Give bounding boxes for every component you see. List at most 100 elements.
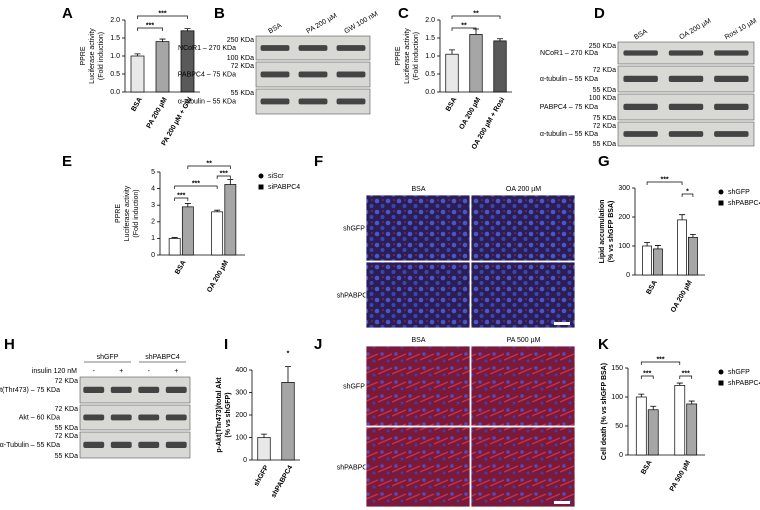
bar (469, 34, 483, 93)
column-label: OA 200 µM (506, 186, 541, 193)
blot-marker: 250 KDa (589, 43, 616, 50)
y-axis-label: Luciferase activity (404, 28, 411, 84)
y-tick-label: 0.5 (110, 71, 120, 78)
y-tick-label: 0 (619, 452, 623, 459)
blot-band (668, 50, 704, 56)
significance-bracket (174, 185, 218, 189)
blot-marker: 55 KDa (593, 141, 616, 148)
panel-letter: C (398, 5, 409, 22)
significance-label: *** (177, 192, 185, 199)
blot-band (668, 103, 704, 110)
lane-label: + (119, 368, 123, 375)
significance-bracket (640, 375, 654, 379)
legend-marker (718, 200, 724, 206)
bar (257, 437, 271, 461)
error-bar (159, 38, 166, 42)
error-bar (679, 214, 686, 220)
panel-letter: J (314, 336, 322, 353)
y-tick-label: 200 (235, 412, 247, 419)
x-tick-label: OA 200 µM (670, 279, 694, 314)
blot-marker: 55 KDa (55, 425, 78, 432)
y-tick-label: 5 (151, 169, 155, 176)
blot-band (623, 50, 658, 56)
blot-marker: 75 KDa (593, 115, 616, 122)
blot-band (110, 386, 132, 393)
error-bar (184, 203, 191, 207)
error-bar (134, 53, 141, 56)
scale-bar (554, 322, 570, 325)
lane-label: BSA (267, 22, 283, 35)
blot-band (110, 441, 132, 448)
y-tick-label: 300 (618, 185, 630, 192)
blot-band (336, 45, 366, 51)
x-tick-label: BSA (640, 459, 653, 475)
error-bar (214, 209, 221, 212)
error-bar (184, 28, 191, 31)
scale-bar (554, 501, 570, 504)
x-tick-label: BSA (445, 96, 458, 112)
y-axis-label: (Fold induction) (133, 189, 140, 237)
x-tick-label: BSA (174, 259, 187, 275)
blot-band (623, 103, 658, 110)
bar (493, 40, 507, 93)
blot-band (138, 441, 160, 448)
significance-label: ** (473, 10, 479, 17)
panel-letter: B (214, 5, 225, 22)
significance-bracket (681, 193, 694, 197)
significance-label: *** (220, 170, 228, 177)
significance-label: *** (660, 176, 668, 183)
significance-label: *** (656, 356, 664, 363)
x-tick-label: PA 200 µM (146, 96, 169, 129)
blot-band (623, 131, 658, 137)
x-tick-label: shPABPC4 (270, 464, 294, 499)
y-tick-label: 2.0 (425, 17, 435, 24)
y-tick-label: 0 (151, 252, 155, 259)
blot-band (138, 414, 160, 421)
error-bar (285, 366, 291, 383)
bar (224, 184, 237, 256)
blot-band (668, 75, 704, 82)
x-tick-label: PA 500 µM (669, 459, 692, 492)
blot-marker: 55 KDa (55, 453, 78, 460)
bar (168, 238, 181, 256)
blot-row-label: α-Tubulin – 55 KDa (0, 442, 60, 449)
blot-band (336, 98, 366, 105)
blot-marker: 72 KDa (55, 406, 78, 413)
blot-marker: 55 KDa (593, 87, 616, 94)
bar (647, 409, 659, 456)
y-tick-label: 50 (615, 423, 623, 430)
y-tick-label: 150 (611, 365, 623, 372)
bar (688, 236, 698, 276)
lane-label: - (93, 368, 96, 375)
significance-label: * (686, 188, 689, 195)
blot-band (83, 414, 105, 421)
legend-label: shGFP (728, 369, 750, 376)
legend-label: shGFP (728, 189, 750, 196)
significance-label: *** (158, 10, 166, 17)
bar (686, 403, 698, 456)
blot-row-label: α-tubulin – 55 KDa (540, 76, 598, 83)
y-tick-label: 1.5 (425, 35, 435, 42)
panel-letter: I (224, 336, 228, 353)
y-tick-label: 100 (611, 394, 623, 401)
blot-band (714, 50, 749, 56)
lane-label: GW 100 nM (343, 11, 379, 36)
error-bar (171, 237, 178, 239)
y-tick-label: 2.0 (110, 17, 120, 24)
y-tick-label: 1.0 (110, 53, 120, 60)
error-bar (227, 179, 234, 185)
bar (180, 30, 195, 93)
x-tick-label: BSA (645, 279, 658, 295)
significance-bracket (451, 27, 477, 31)
legend-label: shPABPC4 (728, 380, 760, 387)
blot-marker: 100 KDa (589, 95, 616, 102)
lane-label: PA 200 µM (305, 12, 338, 35)
row-label: shGFP (343, 225, 365, 232)
lane-label: BSA (633, 28, 649, 41)
significance-label: ** (461, 22, 467, 29)
y-axis-label: (% vs shGFP) (225, 392, 232, 437)
blot-row-label: Akt – 60 KDa (19, 414, 60, 421)
y-axis-label: (% vs shGFP BSA) (608, 201, 615, 263)
significance-label: *** (643, 370, 651, 377)
